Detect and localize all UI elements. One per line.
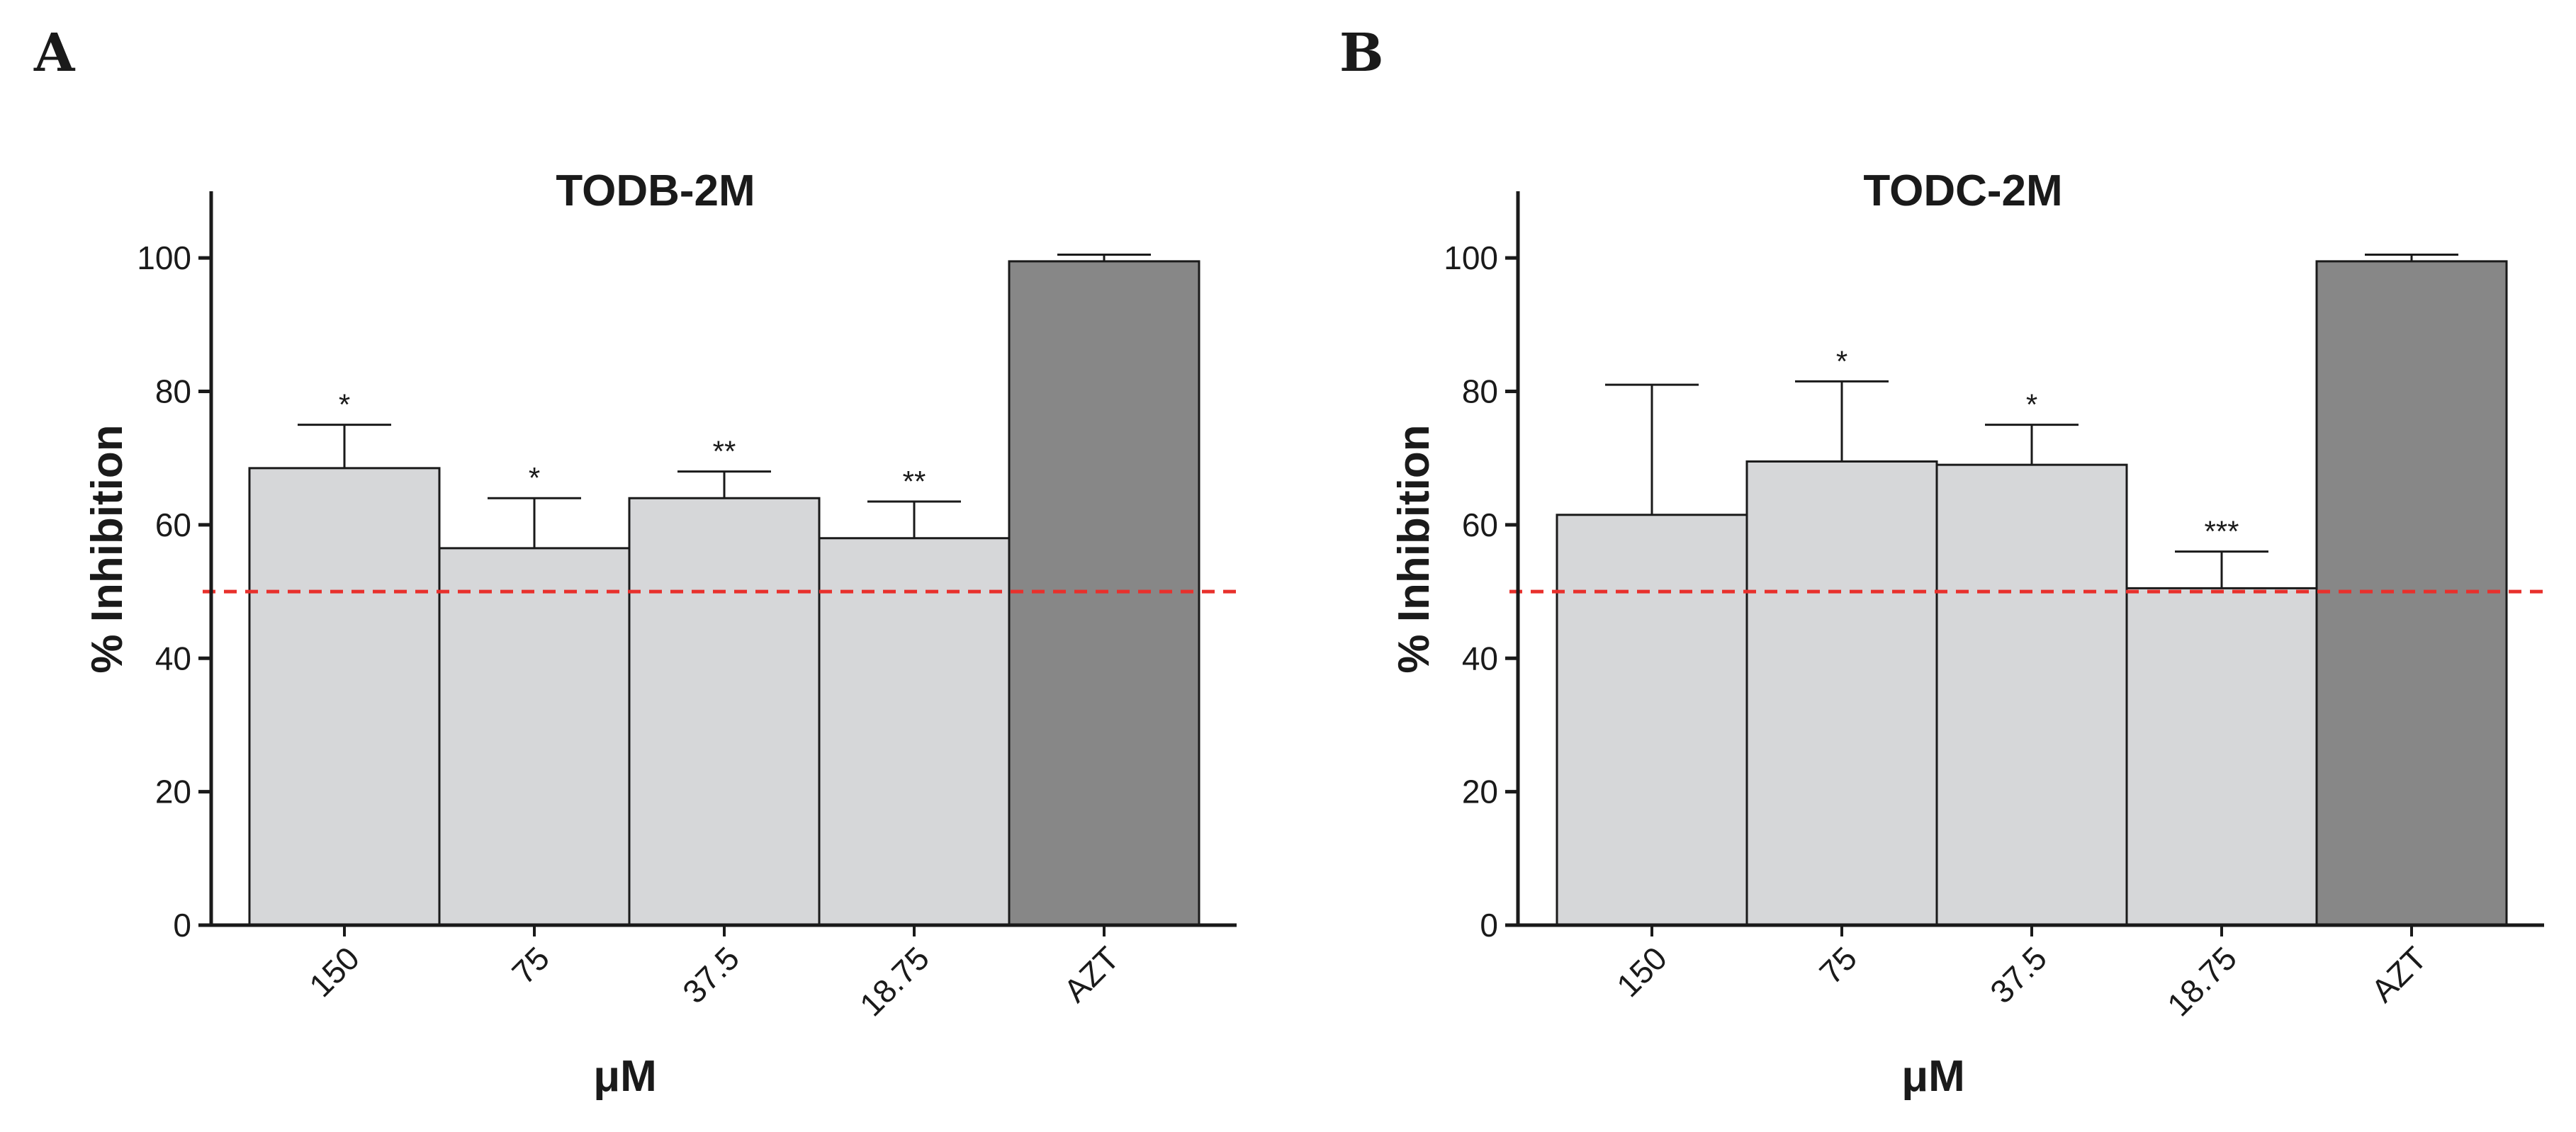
- error-bar-37.5: [1985, 424, 2079, 465]
- y-tick-label: 100: [1444, 239, 1498, 276]
- y-tick-label: 0: [173, 907, 191, 944]
- y-tick-label: 40: [1462, 640, 1498, 677]
- x-tick-label: 37.5: [675, 939, 746, 1010]
- bar-18.75: [818, 537, 1011, 927]
- y-axis-label: % Inhibition: [83, 424, 132, 673]
- x-tick-label: AZT: [2364, 939, 2434, 1009]
- bar-37.5: [628, 497, 821, 927]
- panel-letter: B: [1339, 23, 1384, 84]
- chart-title: TODB-2M: [556, 166, 755, 215]
- bar-18.75: [2125, 587, 2318, 927]
- error-bar-AZT: [1057, 253, 1151, 261]
- bar-150: [1556, 514, 1748, 927]
- x-tick-label: 18.75: [853, 939, 936, 1023]
- significance-label: *: [1836, 344, 1847, 378]
- y-tick-label: 80: [1462, 373, 1498, 410]
- y-tick-label: 80: [155, 373, 191, 410]
- x-tick-label: 18.75: [2160, 939, 2244, 1023]
- x-axis-label: μM: [1901, 1052, 1965, 1101]
- y-tick-label: 20: [1462, 774, 1498, 810]
- panel-a-chart: A TODB-2M % Inhibition μM ******02040608…: [33, 23, 1240, 1101]
- significance-label: *: [2026, 388, 2037, 421]
- error-bar-37.5: [677, 470, 771, 499]
- bar-150: [248, 467, 441, 927]
- panel-letter: A: [33, 23, 76, 84]
- y-axis-label: % Inhibition: [1390, 424, 1439, 673]
- significance-label: **: [713, 435, 736, 468]
- significance-label: **: [903, 465, 926, 498]
- panel-b-chart: B TODC-2M % Inhibition μM *****020406080…: [1339, 23, 2548, 1101]
- error-bar-18.75: [867, 500, 961, 538]
- y-tick-label: 20: [155, 774, 191, 810]
- x-tick-label: 37.5: [1983, 939, 2054, 1010]
- y-tick-label: 0: [1480, 907, 1498, 944]
- error-bar-75: [488, 497, 581, 548]
- bar-75: [438, 547, 631, 927]
- x-tick-label: 75: [1812, 939, 1864, 991]
- y-tick-label: 60: [155, 506, 191, 543]
- x-tick-label: 75: [505, 939, 556, 991]
- error-bar-AZT: [2365, 253, 2458, 261]
- y-tick-label: 40: [155, 640, 191, 677]
- error-bar-18.75: [2175, 550, 2268, 589]
- bar-37.5: [1935, 463, 2128, 927]
- x-axis-label: μM: [593, 1052, 657, 1101]
- error-bar-150: [298, 424, 391, 468]
- error-bar-75: [1795, 380, 1889, 462]
- y-tick-label: 100: [137, 239, 191, 276]
- significance-label: ***: [2204, 515, 2239, 548]
- chart-title: TODC-2M: [1863, 166, 2062, 215]
- y-tick-label: 60: [1462, 506, 1498, 543]
- error-bar-150: [1605, 383, 1699, 515]
- x-tick-label: 150: [1609, 939, 1674, 1004]
- bar-75: [1745, 460, 1938, 927]
- x-tick-label: AZT: [1057, 939, 1126, 1009]
- significance-label: *: [529, 461, 540, 494]
- x-tick-label: 150: [302, 939, 366, 1004]
- significance-label: *: [339, 388, 350, 421]
